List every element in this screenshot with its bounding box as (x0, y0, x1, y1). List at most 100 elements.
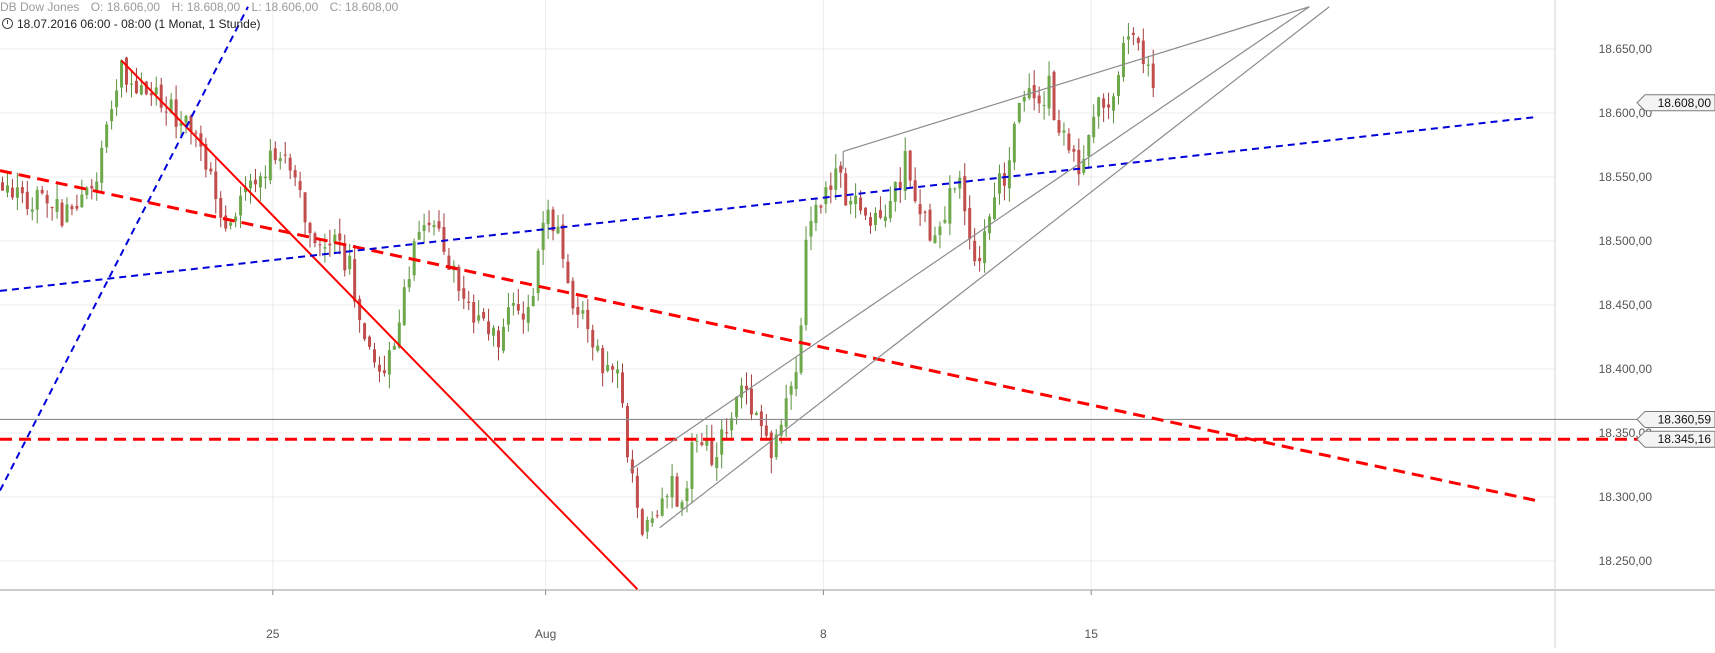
candle[interactable] (35, 190, 39, 210)
candle[interactable] (472, 301, 476, 323)
candle[interactable] (40, 189, 44, 194)
candle[interactable] (303, 192, 307, 223)
candle[interactable] (630, 459, 634, 474)
candle[interactable] (298, 181, 302, 191)
candle[interactable] (769, 432, 773, 459)
candle[interactable] (526, 307, 530, 323)
candle[interactable] (804, 239, 808, 326)
candle[interactable] (45, 194, 49, 204)
trendlines[interactable] (0, 6, 1538, 590)
candle[interactable] (993, 197, 996, 220)
candle[interactable] (968, 207, 972, 240)
candle[interactable] (462, 288, 466, 299)
candle[interactable] (1141, 40, 1145, 65)
candle[interactable] (363, 323, 367, 340)
candle[interactable] (1012, 123, 1016, 163)
candle[interactable] (487, 321, 491, 335)
candle[interactable] (20, 187, 24, 194)
candle[interactable] (402, 287, 406, 326)
candle[interactable] (923, 211, 927, 213)
candle[interactable] (645, 520, 649, 532)
candle[interactable] (219, 197, 223, 218)
candle[interactable] (1052, 71, 1056, 121)
candle[interactable] (234, 216, 238, 222)
candle[interactable] (239, 195, 243, 216)
candle[interactable] (30, 209, 34, 212)
candle[interactable] (343, 243, 347, 271)
candle[interactable] (477, 315, 481, 321)
candle[interactable] (784, 398, 788, 427)
candle[interactable] (1092, 116, 1096, 138)
trendline[interactable] (0, 115, 1538, 292)
candle[interactable] (625, 406, 629, 458)
candle[interactable] (149, 93, 153, 96)
candle[interactable] (745, 385, 748, 390)
candle[interactable] (189, 115, 193, 132)
candle[interactable] (497, 330, 500, 348)
candle[interactable] (581, 310, 585, 314)
candle[interactable] (1072, 148, 1076, 152)
candle[interactable] (1037, 95, 1041, 104)
candle[interactable] (883, 216, 887, 222)
candle[interactable] (442, 226, 446, 252)
candle[interactable] (417, 231, 421, 240)
candle[interactable] (888, 201, 892, 219)
candle[interactable] (1121, 42, 1125, 78)
candle[interactable] (1027, 88, 1031, 99)
candle[interactable] (854, 195, 858, 205)
candle[interactable] (616, 369, 620, 374)
candle[interactable] (983, 231, 987, 263)
candle[interactable] (918, 204, 922, 215)
candle[interactable] (65, 204, 69, 223)
candle[interactable] (1087, 135, 1091, 157)
candle[interactable] (120, 60, 124, 88)
candle[interactable] (373, 349, 376, 363)
candle[interactable] (705, 438, 709, 446)
candle[interactable] (859, 197, 863, 211)
candle[interactable] (25, 191, 29, 210)
candle[interactable] (5, 185, 9, 193)
candle[interactable] (209, 168, 213, 172)
candle[interactable] (685, 488, 689, 502)
candle[interactable] (720, 429, 724, 455)
candle[interactable] (134, 80, 138, 94)
candle[interactable] (829, 185, 833, 190)
candle[interactable] (1017, 102, 1021, 122)
candle[interactable] (90, 185, 94, 189)
candle[interactable] (115, 90, 119, 108)
candle[interactable] (551, 209, 555, 232)
candles[interactable] (1, 22, 1155, 539)
candle[interactable] (754, 412, 758, 415)
candle[interactable] (422, 225, 426, 231)
candle[interactable] (997, 173, 1001, 194)
candle[interactable] (105, 124, 109, 148)
candle[interactable] (1117, 75, 1120, 96)
candle[interactable] (244, 186, 248, 193)
candle[interactable] (546, 209, 550, 225)
candle[interactable] (501, 326, 505, 351)
candle[interactable] (174, 99, 178, 127)
candle[interactable] (348, 255, 352, 270)
candle[interactable] (80, 194, 84, 208)
candle[interactable] (110, 109, 114, 122)
candle[interactable] (809, 221, 813, 237)
candle[interactable] (125, 57, 128, 85)
candle[interactable] (878, 210, 882, 218)
candle[interactable] (779, 424, 783, 436)
candle[interactable] (953, 188, 957, 190)
candle[interactable] (893, 181, 897, 202)
candle[interactable] (1047, 75, 1051, 109)
candle[interactable] (973, 240, 977, 262)
candle[interactable] (1097, 97, 1101, 117)
candle[interactable] (611, 366, 615, 370)
candle[interactable] (1131, 32, 1135, 35)
candle[interactable] (392, 345, 396, 350)
candle[interactable] (328, 243, 332, 246)
candle[interactable] (224, 215, 228, 229)
candle[interactable] (159, 84, 163, 108)
candle[interactable] (1042, 105, 1046, 107)
candle[interactable] (258, 176, 262, 188)
candle[interactable] (467, 301, 471, 303)
candle[interactable] (1077, 149, 1081, 175)
candle[interactable] (482, 311, 486, 319)
